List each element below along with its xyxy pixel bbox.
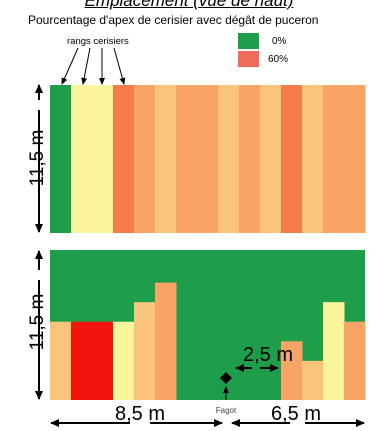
gap-label: 2,5 m (243, 344, 293, 366)
top-stripe (71, 85, 93, 233)
legend-label-0pct: 0% (272, 36, 287, 47)
row-arrow-1 (61, 47, 79, 85)
bottom-bar (50, 321, 72, 400)
top-stripe (260, 85, 282, 233)
top-stripe (50, 85, 72, 233)
row-arrow-4 (113, 47, 126, 85)
right-width-label: 6,5 m (271, 403, 321, 425)
bottom-bar (323, 302, 345, 400)
bottom-bar (134, 302, 156, 400)
top-stripe (302, 85, 324, 233)
legend-swatch-60pct (238, 51, 259, 67)
legend-swatch-0pct (238, 33, 259, 49)
bottom-bar (302, 360, 324, 400)
fagot-marker (220, 372, 232, 384)
bottom-bar (155, 282, 177, 400)
diagram-subtitle: Pourcentage d'apex de cerisier avec dégâ… (28, 13, 319, 27)
top-stripe (113, 85, 135, 233)
fagot-label: Fagot (216, 406, 237, 415)
legend-label-60pct: 60% (268, 54, 289, 65)
top-stripe (155, 85, 177, 233)
bottom-bar (344, 321, 366, 400)
top-stripe (134, 85, 156, 233)
diagram-heading: Emplacement (vue de haut) (84, 0, 294, 10)
bottom-plot (50, 250, 366, 400)
bottom-height-label: 11,5 m (27, 294, 48, 351)
top-stripe (92, 85, 114, 233)
top-stripe (281, 85, 303, 233)
top-stripe (323, 85, 345, 233)
top-stripe (197, 85, 219, 233)
bottom-bar (113, 321, 135, 400)
top-stripe (239, 85, 261, 233)
top-height-label: 11,5 m (27, 130, 48, 187)
rows-label: rangs cerisiers (67, 36, 129, 47)
row-arrow-2 (81, 47, 91, 85)
row-pointer-arrows (61, 47, 126, 85)
top-stripe (218, 85, 240, 233)
top-stripe (176, 85, 198, 233)
bottom-bar (92, 321, 114, 400)
top-stripe (344, 85, 366, 233)
top-plot (50, 85, 366, 233)
left-width-label: 8,5 m (115, 403, 165, 425)
bottom-bar (281, 341, 303, 400)
bottom-bar (71, 321, 93, 400)
